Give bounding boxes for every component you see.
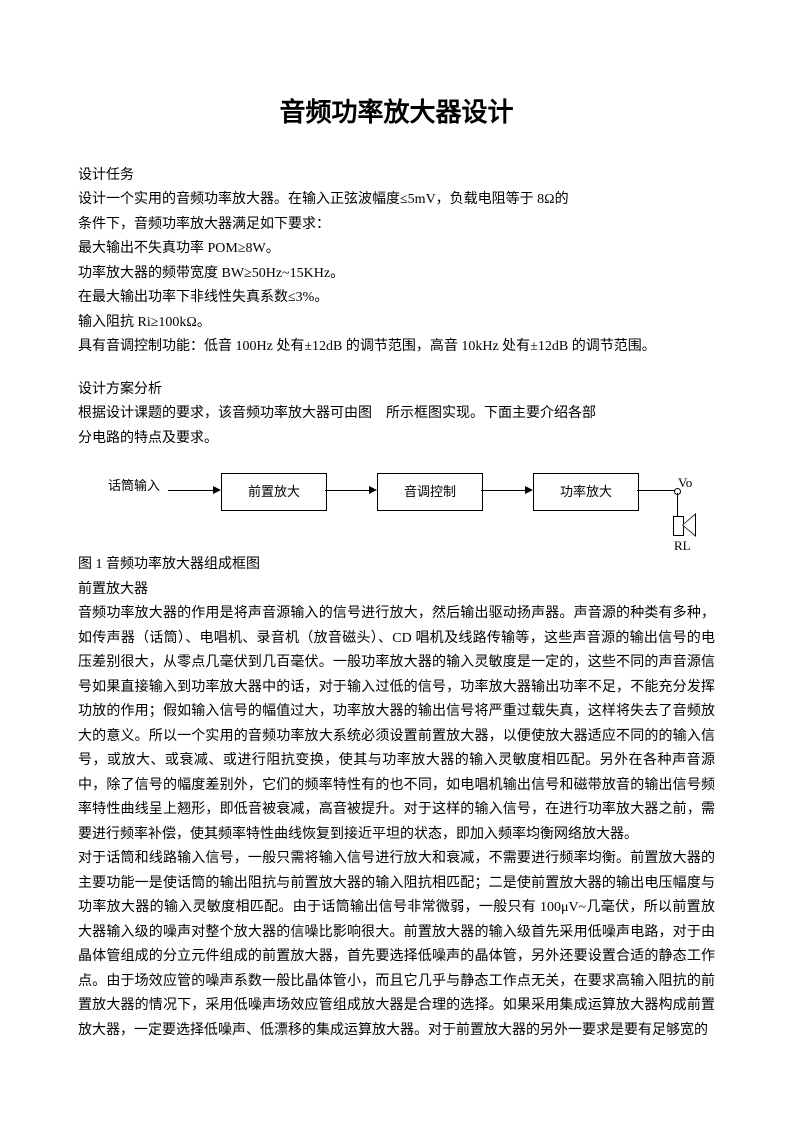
task-requirement-3: 在最大输出功率下非线性失真系数≤3%。	[78, 286, 715, 311]
preamp-paragraph-1: 音频功率放大器的作用是将声音源输入的信号进行放大，然后输出驱动扬声器。声音源的种…	[78, 602, 715, 847]
document-page: 音频功率放大器设计 设计任务 设计一个实用的音频功率放大器。在输入正弦波幅度≤5…	[0, 0, 793, 1122]
diagram-box-tone: 音调控制	[377, 473, 483, 511]
section-heading-plan: 设计方案分析	[78, 378, 715, 403]
plan-line1: 根据设计课题的要求，该音频功率放大器可由图 所示框图实现。下面主要介绍各部	[78, 402, 715, 427]
arrow-icon	[525, 486, 533, 494]
task-intro-line2: 条件下，音频功率放大器满足如下要求：	[78, 213, 715, 238]
diagram-rl-label: RL	[674, 535, 691, 558]
task-requirement-2: 功率放大器的频带宽度 BW≥50Hz~15KHz。	[78, 262, 715, 287]
plan-line2: 分电路的特点及要求。	[78, 427, 715, 452]
diagram-box-preamp: 前置放大	[221, 473, 327, 511]
page-title: 音频功率放大器设计	[78, 90, 715, 136]
diagram-box-poweramp: 功率放大	[533, 473, 639, 511]
speaker-icon	[664, 513, 696, 537]
preamp-paragraph-2: 对于话筒和线路输入信号，一般只需将输入信号进行放大和衰减，不需要进行频率均衡。前…	[78, 847, 715, 1043]
section-heading-task: 设计任务	[78, 164, 715, 189]
task-requirement-4: 输入阻抗 Ri≥100kΩ。	[78, 311, 715, 336]
diagram-input-label: 话筒输入	[108, 475, 160, 498]
task-requirement-1: 最大输出不失真功率 POM≥8W。	[78, 237, 715, 262]
task-intro-line1: 设计一个实用的音频功率放大器。在输入正弦波幅度≤5mV，负载电阻等于 8Ω的	[78, 188, 715, 213]
diagram-line-1	[168, 490, 213, 491]
section-heading-preamp: 前置放大器	[78, 578, 715, 603]
diagram-line-2	[325, 490, 369, 491]
arrow-icon	[369, 486, 377, 494]
diagram-line-4	[637, 490, 675, 491]
diagram-vo-label: Vo	[678, 472, 692, 495]
diagram-line-3	[481, 490, 525, 491]
block-diagram: 话筒输入 前置放大 音调控制 功率放大 Vo RL	[98, 457, 708, 547]
task-requirement-5: 具有音调控制功能：低音 100Hz 处有±12dB 的调节范围，高音 10kHz…	[78, 335, 715, 360]
arrow-icon	[213, 486, 221, 494]
figure-caption: 图 1 音频功率放大器组成框图	[78, 553, 715, 578]
